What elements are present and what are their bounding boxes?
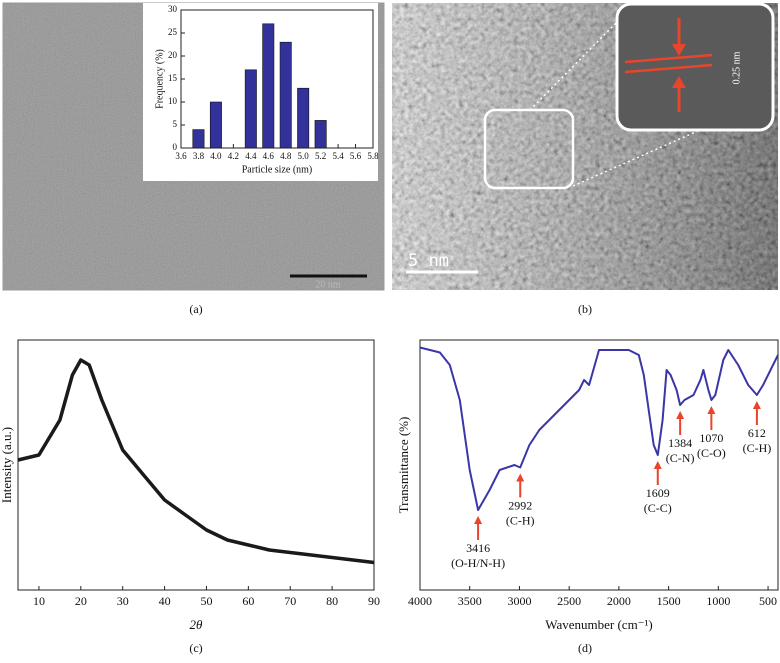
x-tick-label: 500 (759, 594, 777, 608)
x-tick-label: 60 (242, 594, 254, 608)
panel-label: (b) (578, 302, 592, 316)
x-tick-label: 5.0 (298, 151, 310, 161)
zoom-box (483, 108, 575, 190)
x-tick-label: 4.8 (280, 151, 292, 161)
x-tick-label: 3000 (507, 594, 531, 608)
x-tick-label: 40 (159, 594, 171, 608)
scale-label: 20 nm (315, 279, 341, 290)
annotation-label: (C-H) (506, 513, 535, 527)
bar (297, 87, 310, 149)
x-tick-label: 4.6 (263, 151, 275, 161)
y-tick-label: 30 (168, 4, 178, 14)
y-tick-label: 0 (173, 142, 178, 152)
y-axis-label: Transmittance (%) (396, 417, 411, 514)
x-tick-label: 30 (117, 594, 129, 608)
panel-label: (c) (189, 641, 202, 655)
x-axis-label: Particle size (nm) (242, 164, 313, 175)
annotation-label: (C-O) (697, 446, 726, 460)
line (419, 346, 779, 511)
x-tick-label: 1000 (706, 594, 730, 608)
annotation-value: 612 (748, 426, 766, 440)
y-tick-label: 20 (168, 50, 178, 60)
annotation-value: 1609 (646, 486, 670, 500)
y-axis-label: Intensity (a.u.) (0, 427, 14, 503)
x-tick-label: 3.8 (193, 151, 205, 161)
lattice-line (624, 53, 713, 64)
annotation-value: 1384 (668, 436, 692, 450)
zoom-line (572, 129, 701, 187)
line (17, 358, 375, 565)
annotation-arrowhead (653, 461, 662, 469)
y-axis-label: Frequency (%) (154, 49, 165, 109)
x-tick-label: 90 (368, 594, 380, 608)
x-tick-label: 5.8 (367, 151, 379, 161)
y-tick-label: 15 (168, 73, 178, 83)
annotation-arrowhead (516, 473, 525, 482)
y-tick-label: 5 (173, 119, 178, 129)
annotation-arrowhead (707, 406, 716, 414)
x-tick-label: 80 (326, 594, 338, 608)
x-tick-label: 2000 (607, 594, 631, 608)
x-tick-label: 20 (75, 594, 87, 608)
x-tick-label: 70 (284, 594, 296, 608)
annotation-label: (C-H) (743, 441, 772, 455)
x-tick-label: 5.4 (332, 151, 344, 161)
x-tick-label: 4.4 (245, 151, 257, 161)
annotation-arrowhead (474, 516, 483, 524)
bar (262, 23, 275, 149)
lattice-line (624, 63, 713, 74)
y-tick-label: 25 (168, 27, 178, 37)
x-tick-label: 10 (33, 594, 45, 608)
annotation-arrowhead (752, 401, 761, 409)
x-tick-label: 4.2 (228, 151, 239, 161)
annotation-label: (O-H/N-H) (451, 556, 505, 570)
x-tick-label: 4000 (408, 594, 432, 608)
bar (244, 69, 257, 149)
plot-frame (17, 339, 375, 591)
zoom-line (529, 21, 618, 111)
bar (192, 129, 205, 149)
scale-label: 5 nm (408, 251, 449, 271)
panel-label: (d) (578, 641, 592, 655)
annotation-label: (C-N) (666, 451, 695, 465)
bar (209, 101, 222, 149)
plot-frame (419, 339, 779, 591)
x-tick-label: 5.2 (315, 151, 326, 161)
arrowhead (672, 44, 686, 56)
x-tick-label: 3.6 (175, 151, 187, 161)
x-tick-label: 4.0 (210, 151, 222, 161)
x-tick-label: 2500 (557, 594, 581, 608)
y-tick-label: 10 (168, 96, 178, 106)
x-axis-label: Wavenumber (cm⁻¹) (545, 617, 653, 632)
annotation-value: 3416 (466, 541, 490, 555)
x-tick-label: 50 (200, 594, 212, 608)
x-axis-label: 2θ (190, 617, 204, 632)
bar (279, 41, 292, 149)
annotation-arrowhead (676, 411, 685, 419)
annotation-label: (C-C) (644, 501, 672, 515)
annotation-value: 1070 (699, 431, 723, 445)
lattice-label: 0.25 nm (731, 51, 742, 84)
x-tick-label: 5.6 (350, 151, 362, 161)
panel-label: (a) (189, 302, 202, 316)
bar (314, 120, 327, 149)
arrowhead (672, 76, 686, 88)
x-tick-label: 1500 (657, 594, 681, 608)
annotation-value: 2992 (508, 498, 532, 512)
x-tick-label: 3500 (458, 594, 482, 608)
